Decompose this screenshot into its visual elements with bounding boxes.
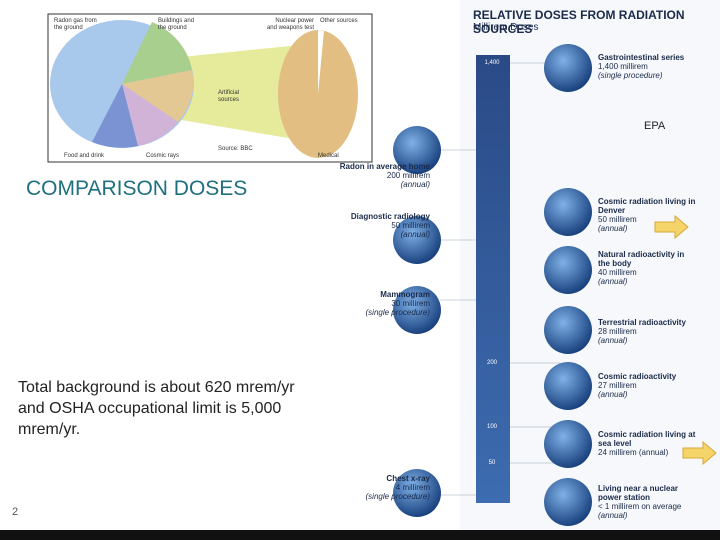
item-period: (annual) (598, 336, 628, 345)
arrow (682, 440, 717, 466)
item-dose: 24 millirem (annual) (598, 448, 669, 457)
infographic-title: RELATIVE DOSES FROM RADIATION SOURCES (473, 8, 685, 36)
item-name: Gastrointestinal series (598, 53, 685, 62)
item-name: Living near a nuclear power station (598, 484, 679, 502)
item-period: (single procedure) (598, 71, 663, 80)
item-period: (single procedure) (365, 308, 430, 317)
dose-item: Terrestrial radioactivity 28 millirem (ann… (598, 318, 698, 345)
item-period: (single procedure) (365, 492, 430, 501)
item-name: Mammogram (380, 290, 430, 299)
pie-label: Buildings and the ground (158, 18, 195, 31)
pie-label: Food and drink (64, 153, 105, 159)
item-dose: 28 millirem (598, 327, 637, 336)
item-dose: 40 millirem (598, 268, 637, 277)
item-period: (annual) (400, 230, 430, 239)
dose-item: Living near a nuclear power station < 1 m… (598, 484, 698, 520)
item-dose: 200 millirem (386, 171, 430, 180)
item-name: Natural radioactivity in the body (598, 250, 685, 268)
dose-item: Cosmic radiation living at sea level 24 m… (598, 430, 698, 457)
icons (393, 44, 592, 526)
pie-label: Cosmic rays (146, 153, 180, 159)
item-dose: 50 millirem (391, 221, 430, 230)
scale-label: 100 (486, 424, 497, 430)
pie-label: Nuclear power and weapons test (266, 18, 314, 31)
page-number: 2 (12, 506, 19, 518)
pie-label: Medical (318, 153, 339, 159)
pie-label: Source: BBC (218, 146, 253, 152)
scale-label: 50 (488, 460, 496, 466)
item-name: Radon in average home (339, 162, 430, 171)
item-name: Cosmic radiation living in Denver (598, 197, 696, 215)
pie-label: Radon gas from the ground (54, 18, 97, 31)
dose-item: Gastrointestinal series 1,400 millirem (si… (598, 53, 698, 80)
dose-item: Cosmic radiation living in Denver 50 mill… (598, 197, 698, 233)
body-text: Total background is about 620 mrem/yr an… (18, 379, 295, 438)
item-period: (annual) (598, 224, 628, 233)
item-dose: 4 millirem (395, 483, 430, 492)
item-dose: 50 millirem (598, 215, 637, 224)
bottom-band (0, 530, 720, 540)
scale-label: 200 (486, 360, 497, 366)
pie-label: Other sources (320, 18, 358, 24)
item-dose: < 1 millirem on average (598, 502, 682, 511)
dose-item: Radon in average home 200 millirem (annual… (330, 162, 430, 189)
dose-item: Natural radioactivity in the body 40 mill… (598, 250, 698, 286)
dose-bar (476, 55, 510, 503)
item-period: (annual) (598, 390, 628, 399)
pie-label: Artificial sources (218, 90, 240, 103)
heading: COMPARISON DOSES (26, 177, 248, 200)
dose-item: Cosmic radioactivity 27 millirem (annual) (598, 372, 698, 399)
item-dose: 1,400 millirem (598, 62, 648, 71)
item-period: (annual) (598, 277, 628, 286)
scale-label: 1,400 (484, 60, 500, 66)
item-dose: 27 millirem (598, 381, 637, 390)
item-dose: 30 millirem (391, 299, 430, 308)
item-name: Cosmic radioactivity (598, 372, 677, 381)
arrow (654, 214, 689, 240)
dose-item: Mammogram 30 millirem (single procedure) (330, 290, 430, 317)
dose-item: Chest x-ray 4 millirem (single procedure) (330, 474, 430, 501)
item-name: Cosmic radiation living at sea level (598, 430, 696, 448)
item-period: (annual) (598, 511, 628, 520)
item-name: Chest x-ray (386, 474, 430, 483)
item-period: (annual) (400, 180, 430, 189)
note: EPA (644, 120, 666, 132)
item-name: Terrestrial radioactivity (598, 318, 686, 327)
pie (50, 20, 358, 158)
axis-label: Millirem Doses (473, 22, 539, 33)
dose-item: Diagnostic radiology 50 millirem (annual) (330, 212, 430, 239)
item-name: Diagnostic radiology (350, 212, 430, 221)
